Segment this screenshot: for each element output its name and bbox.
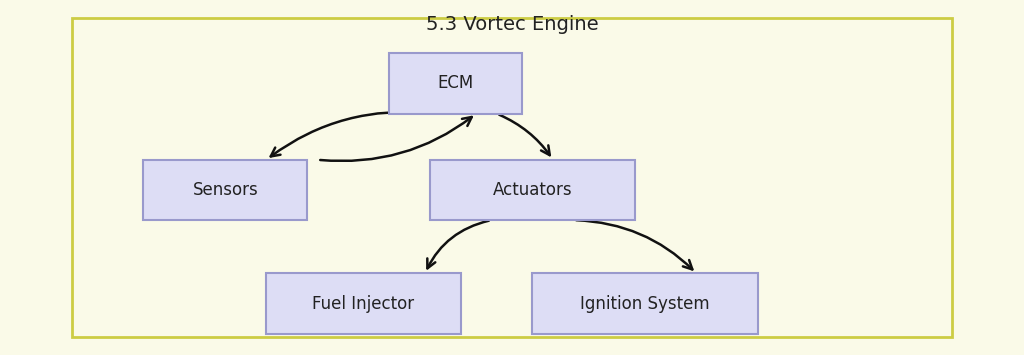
FancyBboxPatch shape [389,53,522,114]
FancyBboxPatch shape [143,160,307,220]
FancyArrowPatch shape [321,117,472,161]
Text: ECM: ECM [437,75,474,92]
Text: Sensors: Sensors [193,181,258,199]
Text: Actuators: Actuators [493,181,572,199]
FancyArrowPatch shape [427,221,488,268]
Text: 5.3 Vortec Engine: 5.3 Vortec Engine [426,15,598,34]
FancyArrowPatch shape [499,115,550,155]
FancyArrowPatch shape [270,112,432,157]
FancyArrowPatch shape [577,220,692,269]
FancyBboxPatch shape [532,273,758,334]
Text: Ignition System: Ignition System [581,295,710,312]
FancyBboxPatch shape [72,18,952,337]
FancyBboxPatch shape [430,160,635,220]
Text: Fuel Injector: Fuel Injector [312,295,415,312]
FancyBboxPatch shape [266,273,461,334]
